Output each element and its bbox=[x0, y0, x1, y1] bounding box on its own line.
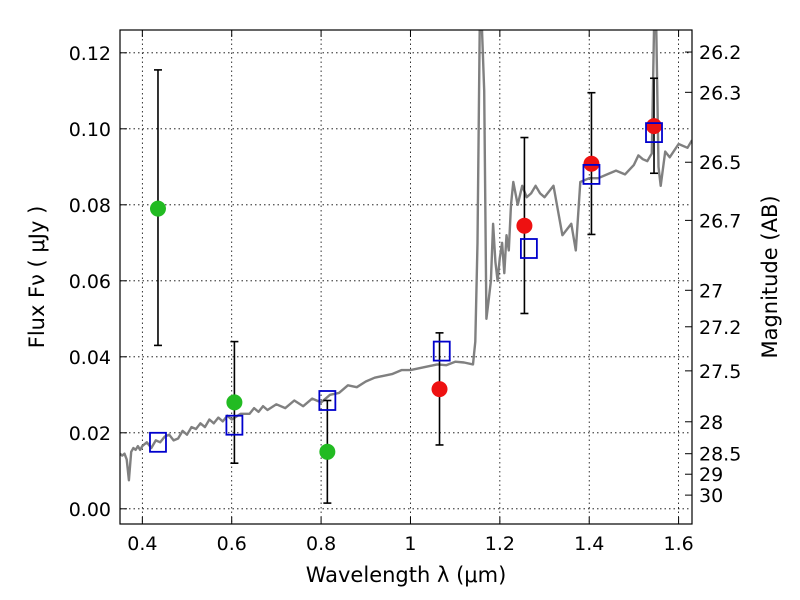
magnitude-tick-label: 27.2 bbox=[699, 317, 741, 339]
x-tick-label: 0.8 bbox=[306, 533, 336, 555]
x-tick-label: 0.4 bbox=[127, 533, 157, 555]
y-tick-label: 0.02 bbox=[69, 423, 111, 445]
x-axis-title: Wavelength λ (μm) bbox=[306, 563, 507, 587]
y-tick-label: 0.10 bbox=[69, 119, 111, 141]
y-tick-label: 0.08 bbox=[69, 195, 111, 217]
grid bbox=[120, 30, 692, 524]
data-point-circle bbox=[516, 217, 533, 234]
magnitude-tick-label: 27 bbox=[699, 280, 723, 302]
magnitude-tick-label: 26.2 bbox=[699, 42, 741, 64]
y-axis-title-left: Flux Fν ( μJy ) bbox=[25, 206, 49, 349]
model-point-square bbox=[318, 390, 337, 411]
model-spectrum-layer bbox=[120, 30, 692, 482]
model-spectrum-line bbox=[120, 30, 692, 482]
model-point-square bbox=[519, 238, 538, 259]
x-tick-label: 1.4 bbox=[574, 533, 604, 555]
magnitude-tick-label: 26.3 bbox=[699, 82, 741, 104]
magnitude-tick-label: 30 bbox=[699, 485, 723, 507]
y-tick-label: 0.12 bbox=[69, 43, 111, 65]
magnitude-tick-label: 26.5 bbox=[699, 152, 741, 174]
x-tick-label: 1.6 bbox=[663, 533, 693, 555]
magnitude-tick-label: 28.5 bbox=[699, 444, 741, 466]
y-axis-title-right: Magnitude (AB) bbox=[758, 195, 782, 358]
data-point-circle bbox=[646, 118, 663, 135]
model-point-square bbox=[645, 122, 663, 143]
magnitude-tick-label: 27.5 bbox=[699, 361, 741, 383]
data-point-circle bbox=[226, 394, 243, 411]
x-tick-label: 1.2 bbox=[485, 533, 515, 555]
data-point-circle bbox=[319, 443, 336, 460]
model-point-square bbox=[149, 431, 167, 453]
data-point-circle bbox=[431, 381, 448, 398]
plot-frame bbox=[119, 29, 693, 525]
x-tick-label: 1 bbox=[404, 533, 416, 555]
magnitude-tick-label: 26.7 bbox=[699, 210, 741, 232]
data-point-circle bbox=[149, 200, 166, 217]
marker-layer bbox=[149, 118, 663, 460]
magnitude-tick-label: 28 bbox=[699, 412, 723, 434]
data-point-circle bbox=[583, 155, 600, 172]
y-tick-label: 0.06 bbox=[69, 271, 111, 293]
x-tick-label: 0.6 bbox=[217, 533, 247, 555]
y-tick-label: 0.04 bbox=[69, 347, 111, 369]
ticks-layer: 0.4 0.6 0.8 1 1.2 1.4 1.6 0.00 0.02 0.04 0.06 0.08 0… bbox=[69, 30, 741, 555]
y-tick-label: 0.00 bbox=[69, 499, 111, 521]
magnitude-tick-label: 29 bbox=[699, 464, 723, 486]
errorbar-layer bbox=[153, 69, 659, 504]
model-point-square bbox=[432, 340, 451, 362]
model-point-square bbox=[225, 414, 244, 436]
model-point-square bbox=[582, 163, 601, 185]
